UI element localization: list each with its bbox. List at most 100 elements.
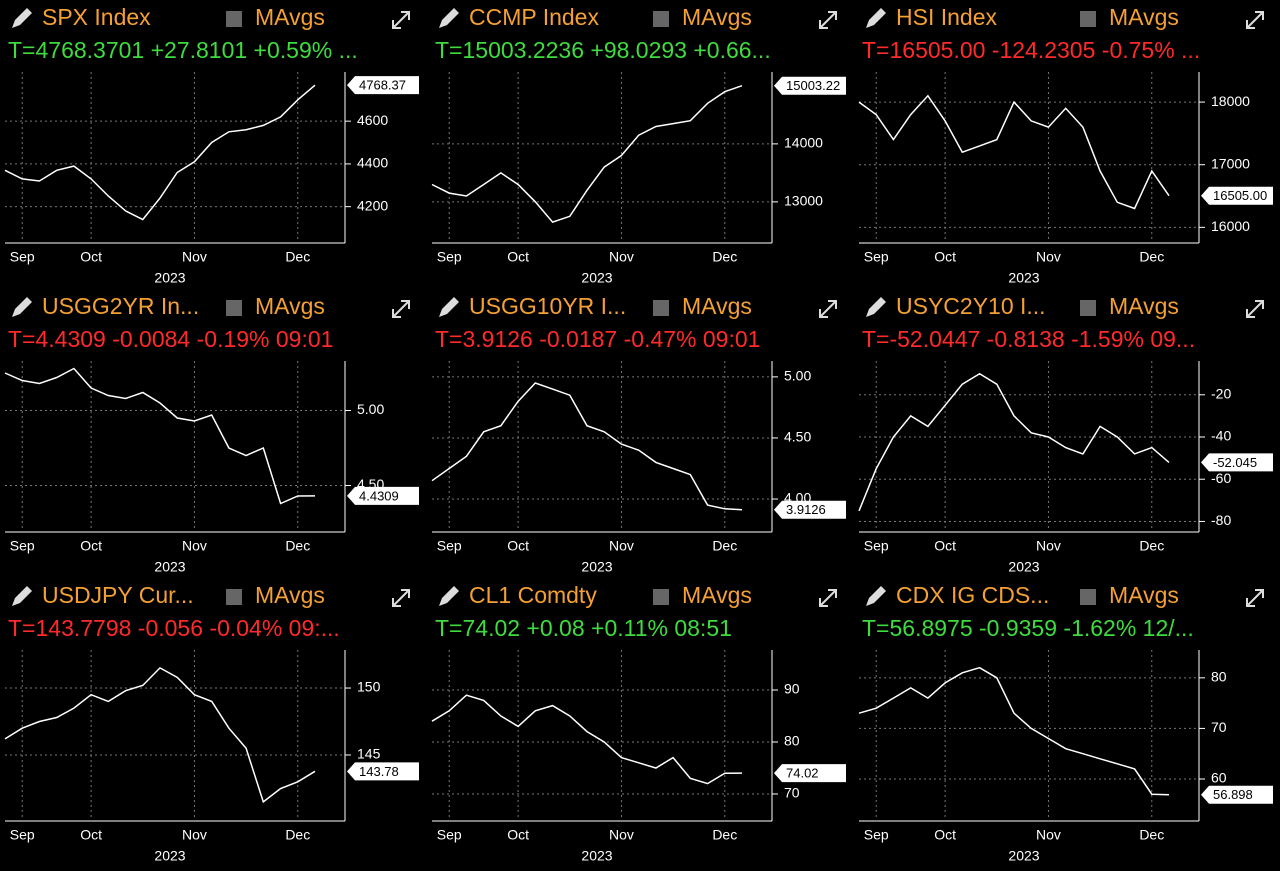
x-axis-label: 2023 — [154, 559, 185, 575]
last-value-tag: 4768.37 — [347, 76, 419, 95]
toggle-box[interactable] — [1080, 589, 1096, 605]
toggle-box[interactable] — [226, 11, 242, 27]
pencil-icon — [439, 586, 459, 606]
last-value-tag: 16505.00 — [1201, 186, 1273, 205]
expand-icon[interactable] — [819, 589, 837, 607]
toggle-label[interactable]: MAvgs — [1109, 582, 1179, 608]
price-line — [431, 84, 743, 223]
chart-subtitle: T=16505.00 -124.2305 -0.75% ... — [862, 37, 1200, 63]
last-value-box — [774, 76, 846, 95]
last-value-tag: 56.898 — [1201, 785, 1273, 804]
chart-title: SPX Index — [42, 4, 151, 30]
x-tick-label: Sep — [864, 538, 889, 554]
toggle-box[interactable] — [653, 589, 669, 605]
x-axis-label: 2023 — [154, 848, 185, 864]
y-tick-label: 145 — [357, 746, 381, 762]
toggle-label[interactable]: MAvgs — [1109, 293, 1179, 319]
y-tick-label: 150 — [357, 679, 381, 695]
last-value-label: 4768.37 — [359, 78, 406, 93]
price-line — [4, 666, 316, 804]
expand-icon[interactable] — [392, 300, 410, 318]
y-tick-label: -20 — [1211, 385, 1231, 401]
price-line — [4, 84, 316, 221]
toggle-label[interactable]: MAvgs — [255, 582, 325, 608]
chart-subtitle: T=15003.2236 +98.0293 +0.66... — [435, 37, 771, 63]
toggle-label[interactable]: MAvgs — [255, 293, 325, 319]
x-axis-label: 2023 — [581, 848, 612, 864]
y-tick-label: 70 — [784, 785, 800, 801]
x-tick-label: Nov — [609, 827, 634, 843]
x-tick-label: Dec — [285, 827, 310, 843]
last-value-tag: 143.78 — [347, 762, 419, 781]
toggle-box[interactable] — [226, 589, 242, 605]
price-line — [858, 666, 1170, 796]
y-tick-label: 16000 — [1211, 218, 1250, 234]
pencil-icon — [866, 297, 886, 317]
toggle-label[interactable]: MAvgs — [682, 4, 752, 30]
x-tick-label: Nov — [182, 249, 207, 265]
x-tick-label: Sep — [864, 249, 889, 265]
last-value-box — [1201, 453, 1273, 472]
y-tick-label: 90 — [784, 681, 800, 697]
chart-title: USDJPY Cur... — [42, 582, 194, 608]
chart-subtitle: T=143.7798 -0.056 -0.04% 09:... — [8, 615, 340, 641]
chart-title: CL1 Comdty — [469, 582, 597, 608]
x-tick-label: Nov — [182, 538, 207, 554]
y-tick-label: 4200 — [357, 197, 388, 213]
toggle-label[interactable]: MAvgs — [682, 582, 752, 608]
y-tick-label: -40 — [1211, 428, 1231, 444]
x-tick-label: Dec — [712, 827, 737, 843]
last-value-label: 16505.00 — [1213, 188, 1267, 203]
y-tick-label: 4400 — [357, 155, 388, 171]
chart-subtitle: T=56.8975 -0.9359 -1.62% 12/... — [862, 615, 1194, 641]
toggle-label[interactable]: MAvgs — [1109, 4, 1179, 30]
x-tick-label: Sep — [437, 827, 462, 843]
toggle-box[interactable] — [1080, 11, 1096, 27]
last-value-box — [347, 76, 419, 95]
toggle-box[interactable] — [1080, 300, 1096, 316]
toggle-box[interactable] — [653, 11, 669, 27]
x-tick-label: Sep — [10, 827, 35, 843]
y-tick-label: 14000 — [784, 135, 823, 151]
y-tick-label: 4600 — [357, 112, 388, 128]
last-value-box — [774, 500, 846, 519]
chart-title: CCMP Index — [469, 4, 599, 30]
y-tick-label: 17000 — [1211, 155, 1250, 171]
price-line — [4, 367, 316, 505]
toggle-box[interactable] — [653, 300, 669, 316]
pencil-icon — [866, 586, 886, 606]
last-value-box — [347, 762, 419, 781]
x-tick-label: Oct — [934, 249, 956, 265]
last-value-label: 143.78 — [359, 764, 399, 779]
toggle-box[interactable] — [226, 300, 242, 316]
chart-title: USYC2Y10 I... — [896, 293, 1046, 319]
expand-icon[interactable] — [392, 11, 410, 29]
x-tick-label: Nov — [1036, 827, 1061, 843]
x-tick-label: Oct — [934, 538, 956, 554]
expand-icon[interactable] — [819, 300, 837, 318]
x-tick-label: Sep — [10, 249, 35, 265]
expand-icon[interactable] — [392, 589, 410, 607]
x-tick-label: Dec — [712, 249, 737, 265]
last-value-tag: 15003.22 — [774, 76, 846, 95]
toggle-label[interactable]: MAvgs — [255, 4, 325, 30]
pencil-icon — [12, 586, 32, 606]
x-tick-label: Nov — [1036, 249, 1061, 265]
x-axis-label: 2023 — [1008, 848, 1039, 864]
expand-icon[interactable] — [819, 11, 837, 29]
x-axis-label: 2023 — [1008, 559, 1039, 575]
chart-subtitle: T=74.02 +0.08 +0.11% 08:51 — [435, 615, 732, 641]
price-line — [431, 382, 743, 511]
expand-icon[interactable] — [1246, 300, 1264, 318]
x-tick-label: Dec — [712, 538, 737, 554]
x-tick-label: Sep — [437, 538, 462, 554]
x-axis-label: 2023 — [154, 270, 185, 286]
chart-subtitle: T=3.9126 -0.0187 -0.47% 09:01 — [435, 326, 760, 352]
last-value-label: 56.898 — [1213, 787, 1253, 802]
pencil-icon — [439, 297, 459, 317]
expand-icon[interactable] — [1246, 11, 1264, 29]
expand-icon[interactable] — [1246, 589, 1264, 607]
toggle-label[interactable]: MAvgs — [682, 293, 752, 319]
